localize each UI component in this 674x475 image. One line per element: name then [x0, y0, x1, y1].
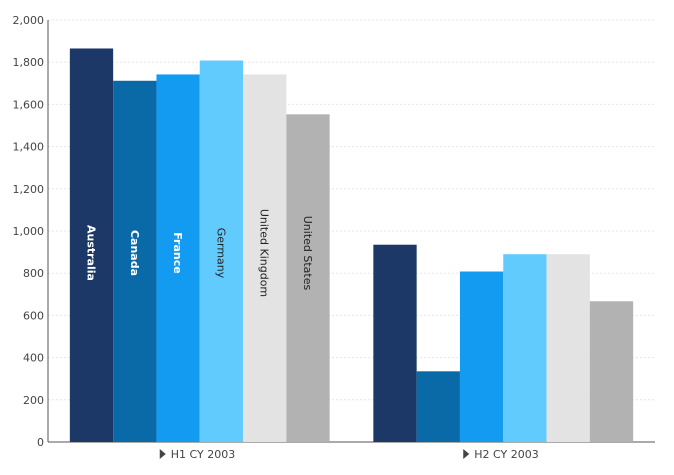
- bar-united-states: [286, 114, 330, 442]
- y-tick-label: 800: [23, 267, 44, 280]
- y-tick-label: 400: [23, 352, 44, 365]
- y-tick-label: 1,200: [13, 183, 45, 196]
- y-tick-label: 1,000: [13, 225, 45, 238]
- bar-canada: [113, 80, 157, 442]
- bar-data-label: United States: [301, 216, 314, 291]
- y-tick-label: 1,600: [13, 98, 45, 111]
- y-tick-label: 2,000: [13, 14, 45, 27]
- expand-arrow-icon: [159, 449, 166, 459]
- bar-data-label: United Kingdom: [258, 209, 271, 297]
- bar-united-kingdom: [243, 74, 287, 443]
- bar-united-kingdom: [546, 254, 590, 442]
- bar-australia: [69, 48, 114, 443]
- y-tick-label: 200: [23, 394, 44, 407]
- y-tick-label: 600: [23, 309, 44, 322]
- y-tick-label: 1,800: [13, 56, 45, 69]
- y-tick-label: 0: [37, 436, 44, 449]
- bar-germany: [199, 60, 244, 443]
- bar-united-states: [589, 301, 634, 442]
- bar-data-label: Germany: [214, 228, 227, 279]
- bar-data-label: Australia: [85, 225, 98, 281]
- bar-canada: [416, 371, 460, 442]
- expand-arrow-icon: [463, 449, 470, 459]
- bar-data-label: Canada: [128, 230, 141, 276]
- bar-france: [459, 271, 504, 442]
- bar-australia: [373, 244, 417, 442]
- y-tick-label: 1,400: [13, 141, 45, 154]
- bar-germany: [503, 254, 547, 442]
- x-category-label: H1 CY 2003: [171, 448, 235, 461]
- bar-france: [156, 74, 200, 443]
- x-category-label: H2 CY 2003: [474, 448, 538, 461]
- bar-data-label: France: [171, 232, 184, 273]
